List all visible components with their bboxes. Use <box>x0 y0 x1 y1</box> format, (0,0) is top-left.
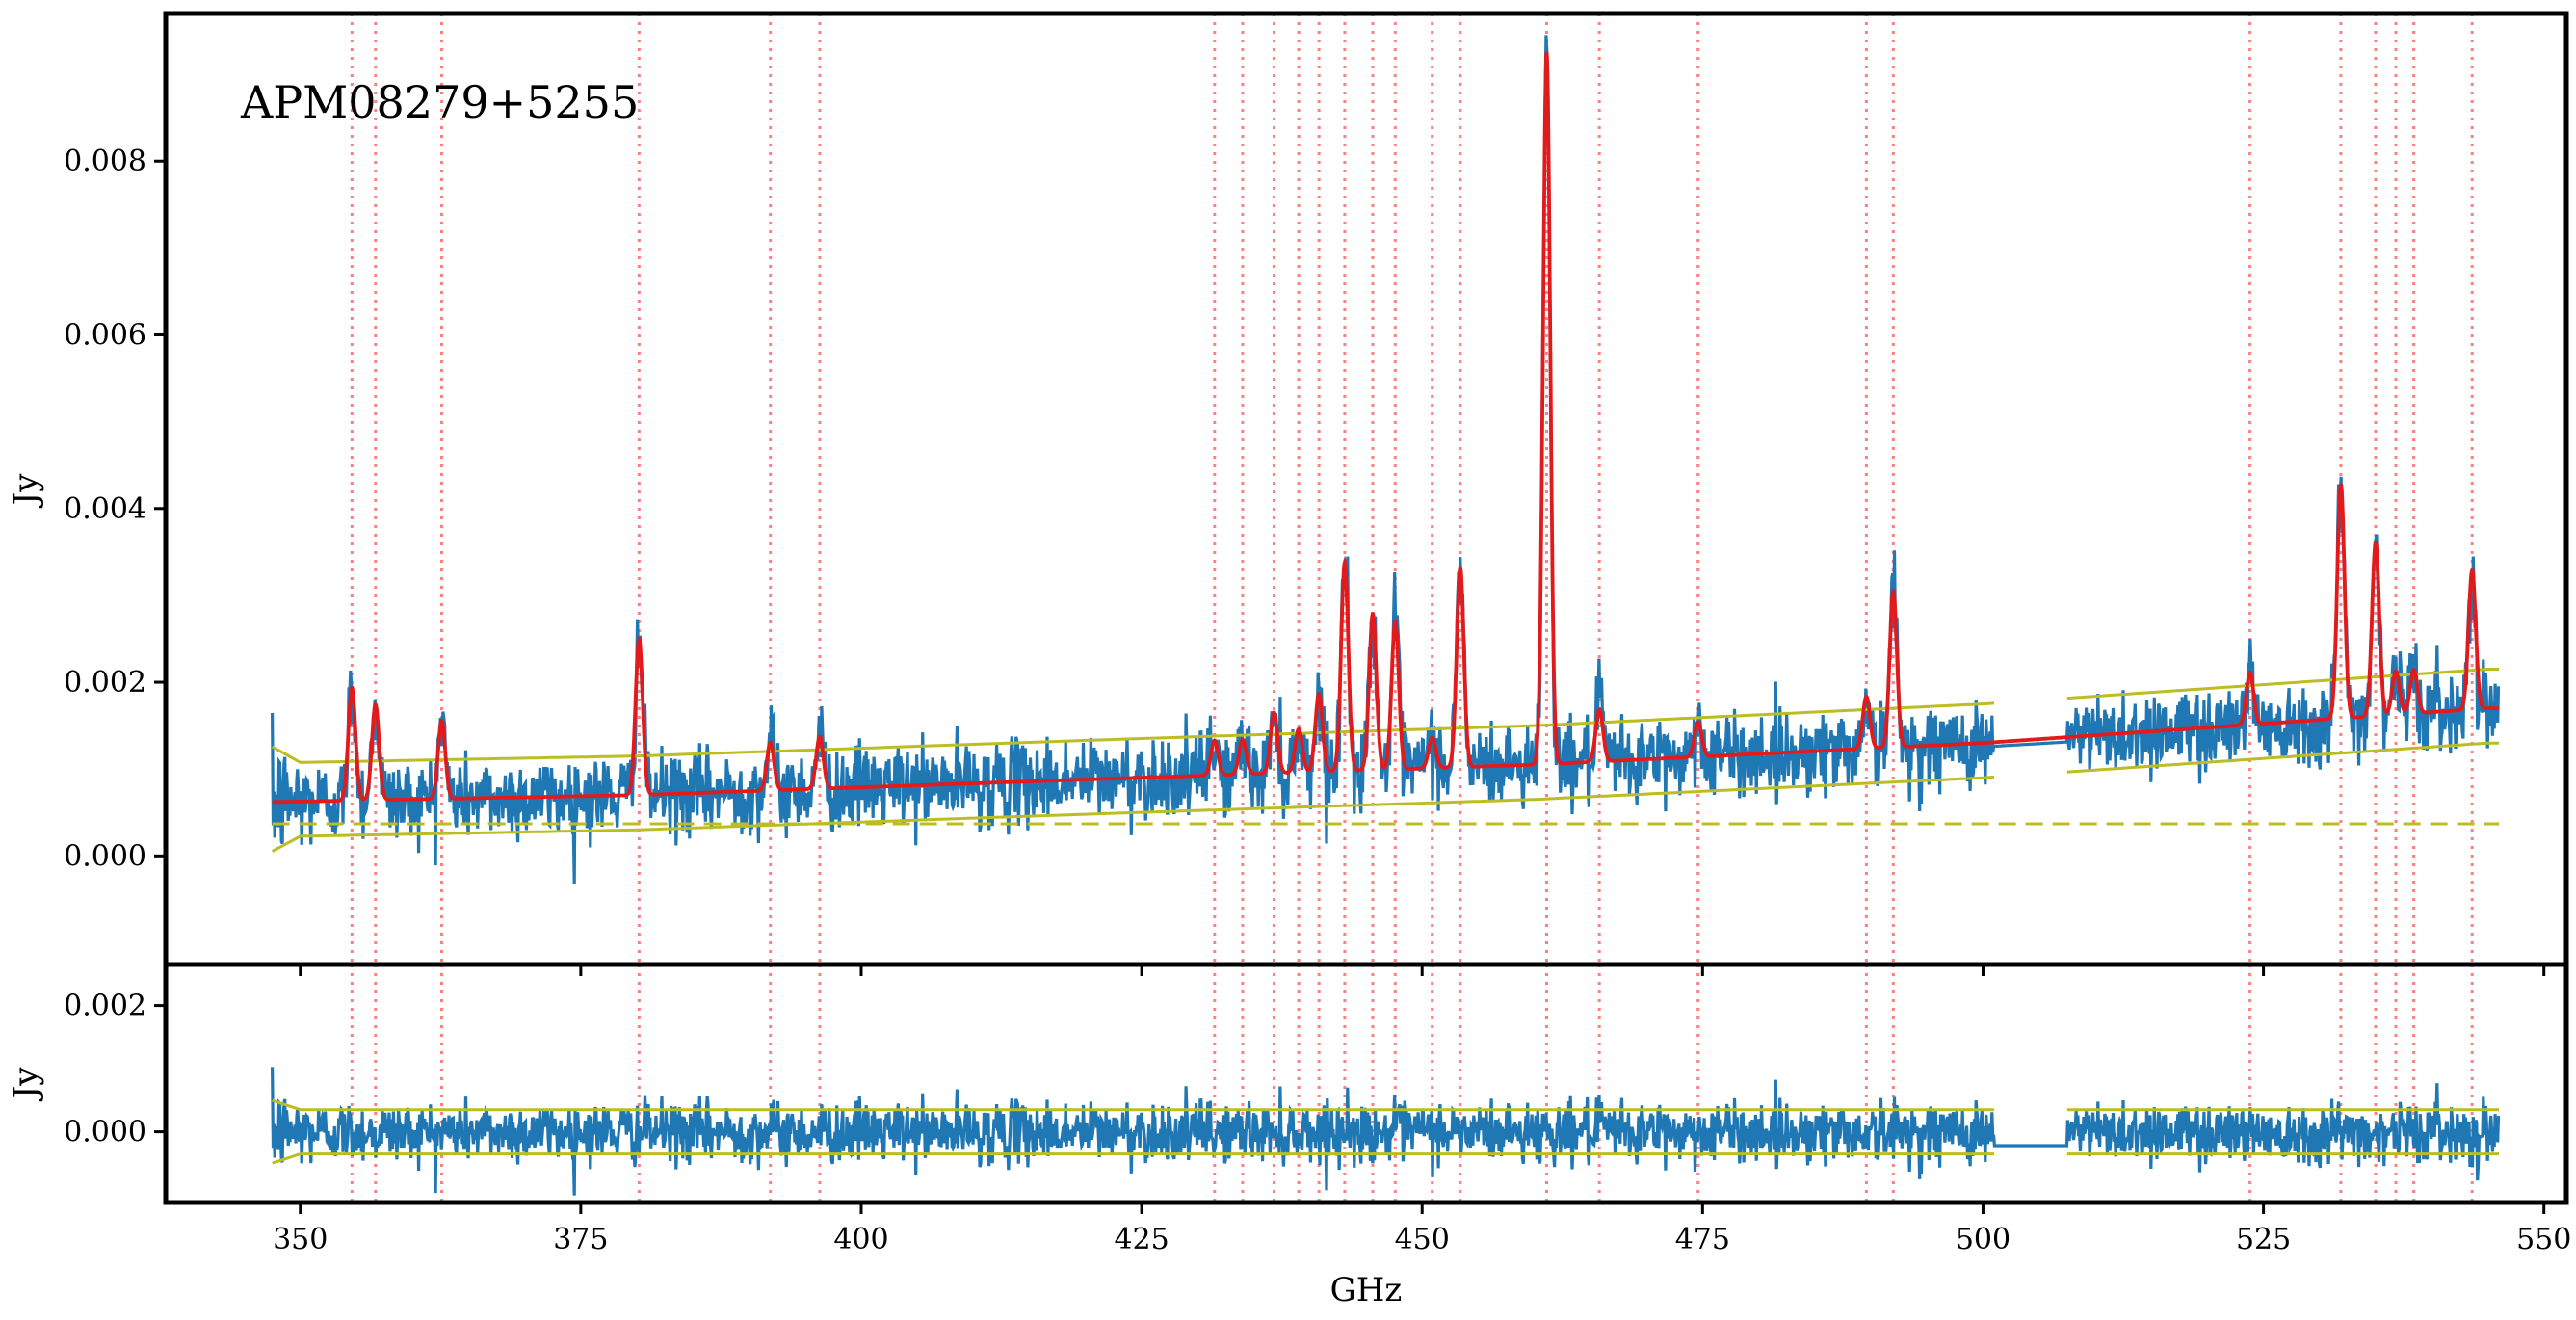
bottom-panel-frame <box>163 962 2569 1205</box>
bottom-y-axis-label: Jy <box>7 1067 45 1102</box>
residual-panel: 0.000 0.002 350 375 400 425 450 475 500 525 550 Jy… <box>7 962 2571 1309</box>
top-y-tick-label-3: 0.006 <box>64 319 146 353</box>
x-tick-label-7: 525 <box>2236 1223 2291 1256</box>
x-tick-label-2: 400 <box>833 1223 888 1256</box>
x-tick-label-5: 475 <box>1675 1223 1730 1256</box>
top-y-tick-label-2: 0.004 <box>64 492 146 526</box>
x-axis-label: GHz <box>1330 1271 1403 1309</box>
residual-lower-envelope <box>272 1152 2500 1165</box>
upper-envelope-line <box>271 668 2500 764</box>
source-name-label: APM08279+5255 <box>240 76 639 128</box>
spectrum-series <box>271 35 2501 884</box>
x-tick-label-4: 450 <box>1395 1223 1450 1256</box>
x-tick-label-3: 425 <box>1114 1223 1169 1256</box>
top-y-axis-label: Jy <box>7 473 45 509</box>
bottom-y-tick-label-0: 0.000 <box>64 1116 146 1149</box>
model-fit-curve <box>272 51 2499 805</box>
top-y-tick-label-1: 0.002 <box>64 666 146 700</box>
top-y-tick-label-4: 0.008 <box>64 145 146 178</box>
x-tick-label-8: 550 <box>2516 1223 2571 1256</box>
top-y-tick-label-0: 0.000 <box>64 839 146 873</box>
bottom-y-tick-label-1: 0.002 <box>64 990 146 1023</box>
x-tick-label-1: 375 <box>553 1223 608 1256</box>
lower-envelope-line <box>271 741 2500 853</box>
residual-series <box>271 1067 2501 1196</box>
line-position-guides <box>350 13 2474 964</box>
top-panel-ticks: 0.000 0.002 0.004 0.006 0.008 <box>64 145 2546 976</box>
bottom-panel-ticks: 0.000 0.002 350 375 400 425 450 475 500 525 550 <box>64 990 2571 1256</box>
residual-trace <box>271 1067 2501 1196</box>
residual-upper-envelope <box>272 1098 2500 1112</box>
x-tick-label-0: 350 <box>273 1223 328 1256</box>
x-tick-label-6: 500 <box>1956 1223 2011 1256</box>
